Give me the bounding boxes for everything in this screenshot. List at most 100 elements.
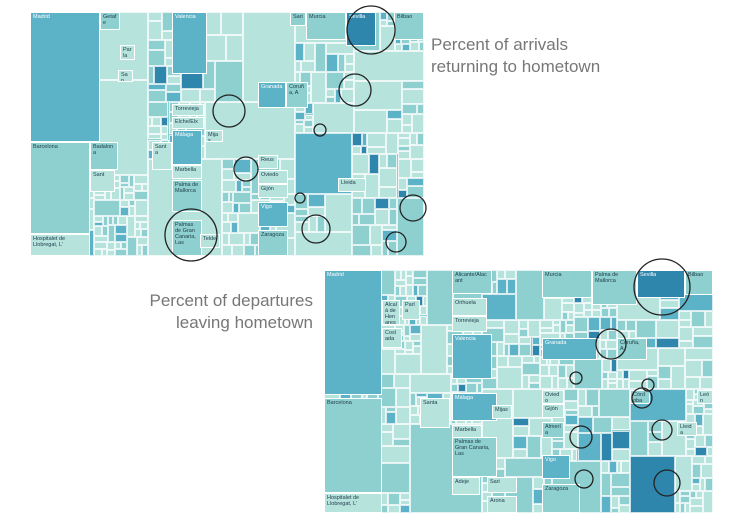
treemap-cell: [294, 119, 304, 125]
treemap-cell: [451, 383, 458, 393]
treemap-cell: [351, 133, 362, 147]
treemap-cell: [685, 377, 701, 389]
treemap-cell: [397, 146, 410, 151]
treemap-cell: [119, 200, 129, 207]
treemap-cell: [583, 310, 592, 318]
treemap-cell: [94, 226, 103, 236]
treemap-cell: [416, 104, 424, 115]
treemap-cell: [508, 356, 523, 368]
treemap-cell: [610, 507, 619, 513]
treemap-cell: [608, 330, 618, 341]
treemap-label-cell: Torrevieja: [452, 316, 487, 332]
treemap-cell: [532, 477, 544, 490]
treemap-cell: [343, 72, 354, 81]
treemap-label-cell: Orihuela: [452, 298, 487, 316]
treemap-cell: [629, 421, 649, 457]
treemap-cell: [102, 226, 108, 236]
treemap-cell: [552, 375, 558, 389]
treemap-cell: [410, 159, 424, 173]
treemap-cell: [165, 84, 182, 92]
treemap-cell: [222, 233, 230, 246]
treemap-cell: [552, 440, 564, 450]
treemap-cell: [693, 327, 713, 337]
treemap-cell: [607, 348, 618, 359]
treemap-cell: [181, 89, 200, 103]
treemap-cell: [705, 456, 713, 465]
treemap-cell: [351, 197, 363, 215]
treemap-cell: [692, 478, 701, 484]
treemap-label-cell: Mijas: [205, 130, 223, 142]
treemap-cell: [368, 153, 380, 174]
treemap-label-cell: Almería: [542, 422, 564, 438]
treemap-cell: [577, 432, 601, 461]
treemap-cell: [244, 233, 250, 245]
treemap-cell: [94, 195, 106, 201]
treemap-cell: [678, 341, 694, 348]
treemap-cell: [325, 54, 338, 73]
treemap-cell: [685, 388, 694, 400]
treemap-cell: [294, 42, 304, 61]
treemap-cell: [601, 378, 608, 389]
treemap-cell: [397, 177, 407, 190]
treemap-cell: [692, 464, 701, 479]
treemap-cell: [395, 388, 410, 407]
treemap-cell: [629, 381, 647, 389]
treemap-cell: [611, 449, 630, 461]
treemap-cell: [601, 358, 612, 373]
treemap-cell: [418, 42, 424, 51]
treemap-cell: [101, 248, 107, 256]
treemap-cell: [608, 460, 618, 473]
treemap-label-cell: Palma de Mallorca: [172, 180, 202, 212]
treemap-cell: [678, 327, 694, 342]
treemap-cell: [477, 383, 483, 394]
treemap-cell: [618, 496, 630, 505]
treemap-cell: [94, 241, 107, 249]
treemap-cell: [307, 206, 326, 216]
treemap-cell: [221, 12, 243, 36]
treemap-label-cell: Córdoba: [630, 390, 650, 404]
treemap-cell: [504, 270, 516, 279]
caption-line: leaving hometown: [175, 313, 313, 332]
treemap-cell: [465, 383, 478, 394]
treemap-cell: [531, 336, 540, 346]
treemap-cell: [611, 416, 630, 431]
treemap-cell: [303, 42, 315, 61]
treemap-cell: [222, 221, 232, 234]
treemap-cell: [689, 505, 703, 513]
treemap-cell: [552, 319, 561, 326]
treemap-cell: [139, 221, 149, 230]
treemap-cell: [307, 194, 326, 207]
treemap-label-cell: Palmas de Gran Canaria, Las: [452, 437, 497, 477]
treemap-cell: [552, 325, 561, 334]
treemap-cell: [160, 116, 169, 127]
treemap-cell: [685, 399, 693, 405]
treemap-cell: [351, 245, 371, 256]
treemap-cell: [234, 158, 252, 173]
treemap-cell: [409, 415, 420, 425]
treemap-cell: [326, 72, 344, 90]
treemap-cell: [646, 376, 658, 389]
treemap-cell: [601, 460, 609, 473]
treemap-label-cell: Valencia: [172, 12, 207, 74]
treemap-cell: [565, 415, 578, 425]
treemap-label-cell: Palmas de Gran Canaria, Las: [172, 220, 202, 256]
treemap-cell: [592, 416, 612, 433]
treemap-cell: [564, 388, 578, 401]
treemap-cell: [394, 285, 400, 296]
treemap-cell: [696, 490, 703, 498]
treemap-cell: [360, 146, 367, 154]
treemap-cell: [573, 312, 584, 318]
treemap-cell: [617, 369, 624, 379]
treemap-cell: [671, 365, 686, 389]
treemap-cell: [522, 362, 540, 375]
treemap-cell: [283, 193, 295, 205]
treemap-label-cell: Murcia: [542, 270, 592, 298]
treemap-label-cell: Vigo: [258, 202, 288, 227]
treemap-cell: [496, 342, 504, 357]
treemap-cell: [394, 280, 406, 286]
treemap-cell: [657, 378, 672, 389]
treemap-cell: [599, 330, 609, 341]
treemap-cell: [388, 197, 398, 210]
treemap-cell: [397, 197, 424, 256]
treemap-cell: [118, 215, 127, 226]
